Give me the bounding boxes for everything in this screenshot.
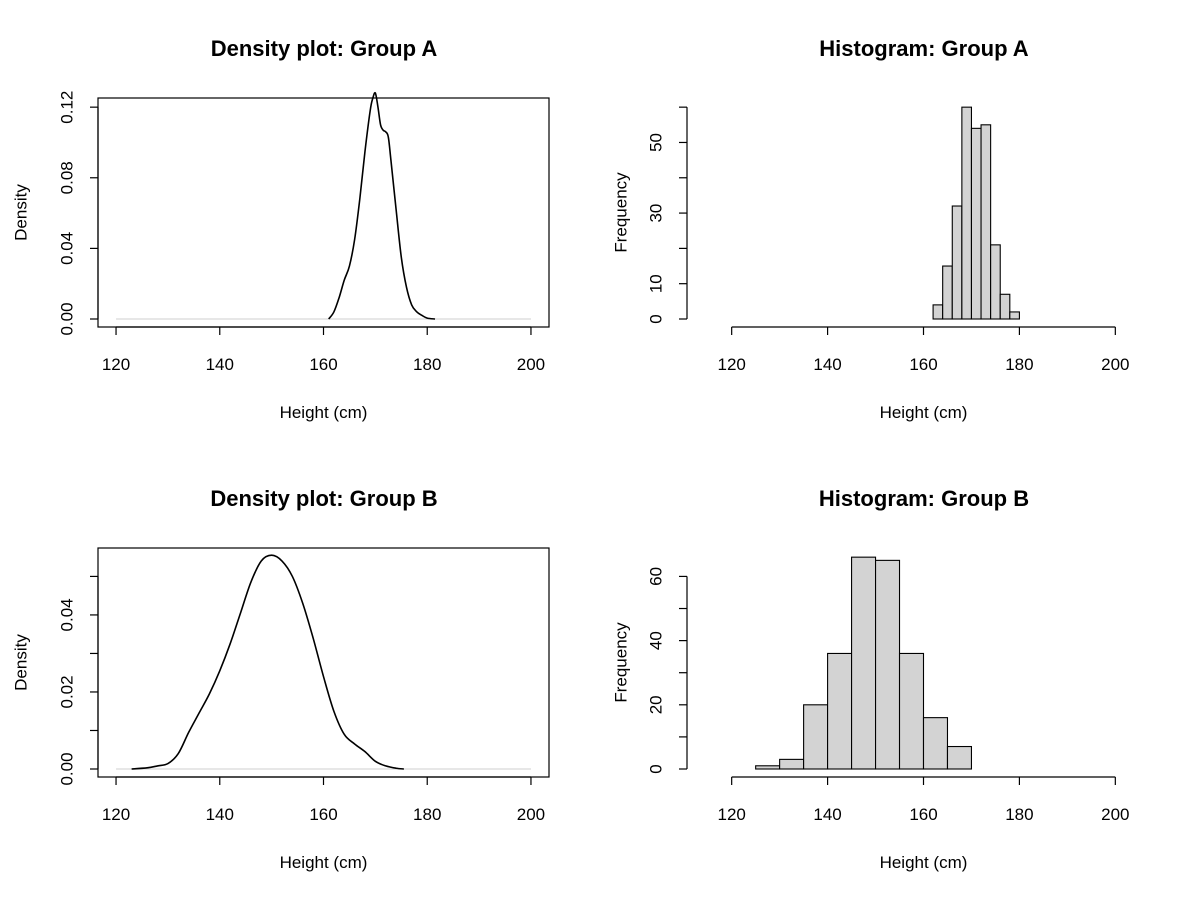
histogram-bar bbox=[779, 758, 805, 770]
chart-title: Density plot: Group B bbox=[210, 486, 437, 511]
histogram-bar bbox=[755, 765, 781, 770]
x-tick-label: 180 bbox=[1005, 355, 1033, 374]
chart-title: Density plot: Group A bbox=[211, 36, 438, 61]
x-tick-label: 200 bbox=[517, 805, 545, 824]
x-tick-label: 180 bbox=[413, 355, 441, 374]
histogram-bar bbox=[922, 717, 949, 770]
plot-frame bbox=[97, 547, 550, 778]
x-tick-label: 140 bbox=[206, 355, 234, 374]
y-axis-label: Density bbox=[11, 634, 30, 691]
x-axis-label: Height (cm) bbox=[880, 403, 968, 422]
y-axis-label: Frequency bbox=[611, 622, 630, 703]
y-tick-label: 0.00 bbox=[57, 302, 76, 335]
x-tick-label: 200 bbox=[1101, 355, 1129, 374]
x-tick-label: 200 bbox=[517, 355, 545, 374]
histogram-bar bbox=[874, 559, 901, 770]
x-tick-label: 160 bbox=[909, 355, 937, 374]
y-tick-label: 60 bbox=[646, 567, 665, 586]
y-tick-label: 0 bbox=[646, 314, 665, 323]
chart-title: Histogram: Group B bbox=[819, 486, 1029, 511]
density-plot-group-b: Density plot: Group B 120 140 160 180 200 0.00… bbox=[11, 486, 550, 872]
x-axis-label: Height (cm) bbox=[880, 853, 968, 872]
x-tick-label: 120 bbox=[717, 355, 745, 374]
histogram-bar bbox=[898, 652, 925, 770]
chart-title: Histogram: Group A bbox=[819, 36, 1029, 61]
y-tick-label: 0 bbox=[646, 764, 665, 773]
x-tick-label: 120 bbox=[717, 805, 745, 824]
density-curve bbox=[131, 554, 404, 770]
x-tick-label: 160 bbox=[309, 805, 337, 824]
x-axis-label: Height (cm) bbox=[280, 853, 368, 872]
x-tick-label: 160 bbox=[309, 355, 337, 374]
y-tick-label: 50 bbox=[646, 133, 665, 152]
y-axis-label: Density bbox=[11, 184, 30, 241]
y-tick-label: 0.04 bbox=[57, 598, 76, 631]
histogram-bar bbox=[942, 265, 953, 320]
histogram-bar bbox=[851, 556, 877, 770]
histogram-bar bbox=[990, 244, 1001, 320]
y-tick-label: 0.00 bbox=[57, 752, 76, 785]
y-axis-label: Frequency bbox=[611, 172, 630, 253]
histogram-bar bbox=[970, 127, 982, 320]
y-tick-label: 20 bbox=[646, 695, 665, 714]
x-tick-label: 180 bbox=[1005, 805, 1033, 824]
y-tick-label: 0.12 bbox=[57, 91, 76, 124]
histogram-bar bbox=[951, 205, 963, 320]
x-tick-label: 180 bbox=[413, 805, 441, 824]
histogram-bar bbox=[999, 293, 1011, 320]
y-tick-label: 10 bbox=[646, 274, 665, 293]
x-tick-label: 120 bbox=[102, 805, 130, 824]
x-tick-label: 140 bbox=[206, 805, 234, 824]
x-tick-label: 160 bbox=[909, 805, 937, 824]
histogram-bar bbox=[961, 106, 973, 320]
y-tick-label: 0.08 bbox=[57, 161, 76, 194]
x-tick-label: 140 bbox=[813, 355, 841, 374]
y-tick-label: 30 bbox=[646, 204, 665, 223]
density-plot-group-a: Density plot: Group A 120 140 160 180 200 0.00… bbox=[11, 36, 550, 422]
y-tick-label: 0.04 bbox=[57, 232, 76, 265]
histogram-bar bbox=[827, 652, 853, 770]
x-tick-label: 200 bbox=[1101, 805, 1129, 824]
y-tick-label: 0.02 bbox=[57, 675, 76, 708]
histogram-group-b: Histogram: Group B 120 140 160 180 200 0 20 40 60… bbox=[611, 486, 1129, 872]
x-axis-label: Height (cm) bbox=[280, 403, 368, 422]
y-tick-label: 40 bbox=[646, 631, 665, 650]
histogram-bar bbox=[980, 124, 992, 320]
histogram-bar bbox=[946, 745, 973, 770]
histogram-bar bbox=[932, 304, 944, 320]
histogram-bar bbox=[803, 704, 829, 770]
histogram-group-a: Histogram: Group A 120 140 160 180 200 0 10 30 50… bbox=[611, 36, 1129, 422]
histogram-bar bbox=[1009, 311, 1020, 320]
plot-frame bbox=[97, 97, 550, 328]
density-curve bbox=[328, 91, 436, 320]
x-tick-label: 120 bbox=[102, 355, 130, 374]
x-tick-label: 140 bbox=[813, 805, 841, 824]
